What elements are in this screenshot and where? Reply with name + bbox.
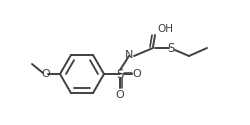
Text: OH: OH bbox=[157, 24, 173, 34]
Text: O: O bbox=[42, 69, 50, 79]
Text: O: O bbox=[116, 90, 124, 100]
Text: O: O bbox=[132, 69, 141, 79]
Text: N: N bbox=[125, 50, 133, 60]
Text: S: S bbox=[167, 42, 175, 54]
Text: S: S bbox=[116, 68, 124, 80]
